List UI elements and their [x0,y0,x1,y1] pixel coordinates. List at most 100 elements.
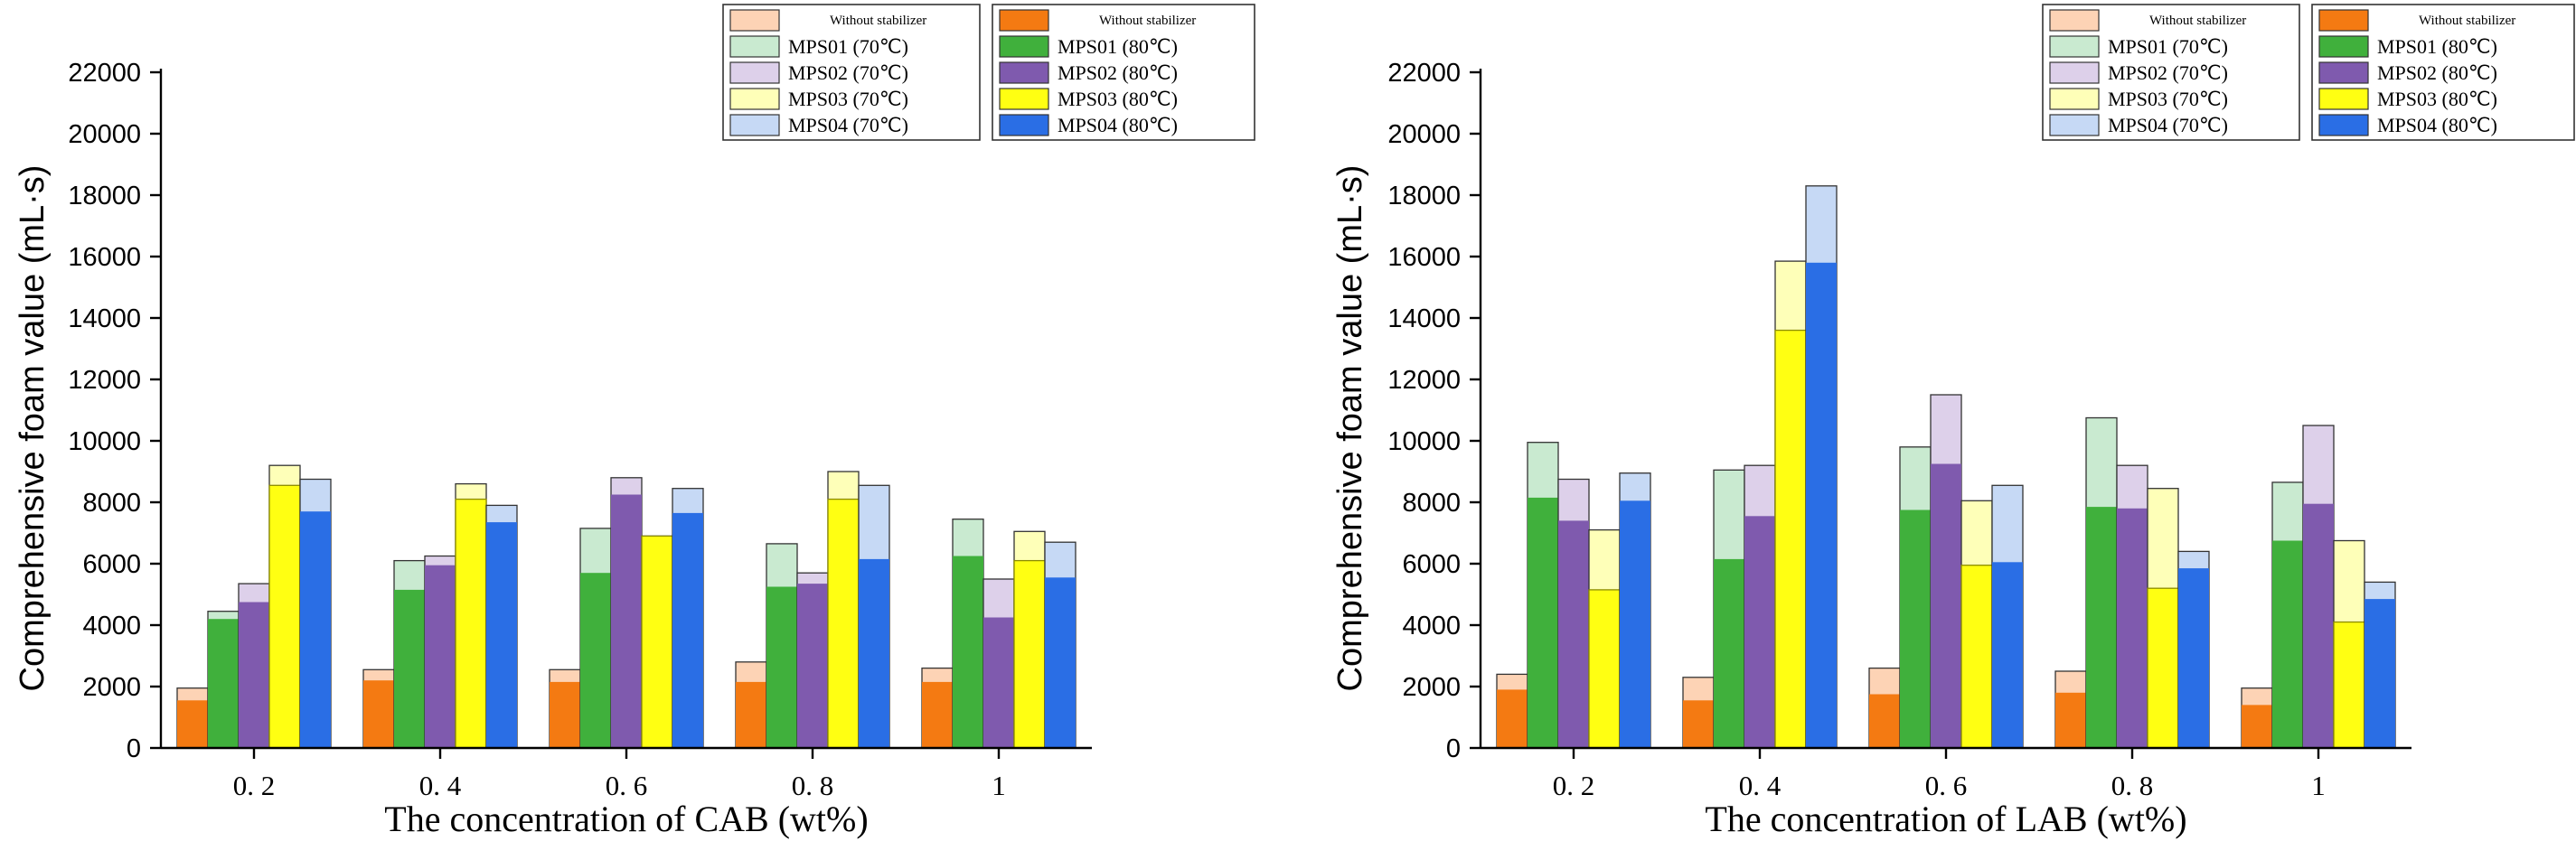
legend-swatch [999,88,1049,110]
bar-80c-s4-c4 [1045,577,1076,748]
bar-80c-s0-c3 [2055,692,2086,748]
bar-80c-s2-c0 [1558,520,1589,748]
bar-80c-s3-c3 [2147,587,2179,749]
bar-80c-s4-c3 [2178,568,2209,748]
y-tick-label: 6000 [1402,550,1461,579]
y-tick-label: 2000 [1402,673,1461,702]
y-tick-label: 0 [127,734,141,763]
bar-80c-s0-c1 [1683,700,1714,748]
chart-panel-2: 0 2000 4000 6000 8000 10000 12000 14000 16000 180… [1331,4,2575,839]
bar-80c-s1-c0 [208,619,239,748]
bar-80c-s3-c3 [827,498,860,749]
bar-80c-s4-c2 [1992,562,2023,748]
bar-80c-s4-c0 [1620,500,1650,748]
y-tick-label: 0 [1446,734,1461,763]
legend-swatch [729,9,780,32]
y-tick-label: 8000 [82,489,141,518]
y-tick-label: 4000 [82,612,141,640]
x-tick-label: 0. 2 [233,770,276,801]
legend-label: Without stabilizer [2149,14,2246,28]
legend-swatch [2318,61,2369,84]
bar-80c-s3-c2 [641,535,673,749]
y-tick-label: 20000 [1387,120,1461,149]
chart-panel-1: 0 2000 4000 6000 8000 10000 12000 14000 16000 180… [14,4,1255,839]
legend-legend_70: Without stabilizer MPS01 (70℃) MPS02 (70℃)… [2042,4,2300,141]
legend-swatch [729,114,780,136]
bar-80c-s1-c1 [394,589,425,748]
x-tick-label: 0. 4 [419,770,462,801]
y-tick-label: 4000 [1402,612,1461,640]
bar-80c-s3-c2 [1960,565,1993,749]
bar-80c-s3-c1 [455,498,487,749]
legend-swatch [2318,88,2369,110]
x-tick-label: 0. 4 [1739,770,1782,801]
bar-80c-s1-c1 [1714,558,1744,748]
legend-label: Without stabilizer [1099,14,1196,28]
y-tick-label: 6000 [82,550,141,579]
bar-80c-s1-c2 [580,573,611,748]
legend-swatch [729,88,780,110]
bar-80c-s1-c2 [1900,509,1931,748]
legend-swatch [2049,35,2100,58]
bar-80c-s1-c4 [2272,540,2303,748]
x-tick-label: 1 [992,770,1006,801]
x-tick-label: 0. 6 [1925,770,1968,801]
y-tick-label: 16000 [68,243,141,272]
bar-80c-s2-c3 [2117,508,2148,748]
y-tick-label: 12000 [68,366,141,395]
legend-label: MPS04 (70℃) [788,114,908,136]
bar-80c-s2-c0 [239,602,269,748]
bar-80c-s1-c3 [766,586,797,748]
legend-swatch [2049,88,2100,110]
legend-swatch [2318,114,2369,136]
y-tick-label: 2000 [82,673,141,702]
y-tick-label: 22000 [68,59,141,88]
bar-80c-s4-c4 [2364,599,2395,748]
y-tick-label: 20000 [68,120,141,149]
bar-80c-s0-c0 [1497,689,1528,748]
x-tick-label: 0. 8 [2111,770,2154,801]
bar-80c-s0-c3 [736,681,766,748]
legend-label: MPS02 (80℃) [1058,61,1178,84]
legend-legend_80: Without stabilizer MPS01 (80℃) MPS02 (80℃)… [992,4,1255,141]
bar-80c-s1-c4 [953,556,983,748]
y-tick-label: 18000 [68,182,141,210]
bar-80c-s0-c2 [1869,694,1900,748]
bar-80c-s2-c1 [1744,516,1775,748]
legend-label: MPS01 (70℃) [788,35,908,58]
legend-swatch [999,114,1049,136]
legend-label: MPS03 (80℃) [1058,88,1178,110]
bar-80c-s2-c2 [1931,463,1961,748]
y-tick-label: 18000 [1387,182,1461,210]
legend-legend_70: Without stabilizer MPS01 (70℃) MPS02 (70℃)… [722,4,981,141]
y-tick-label: 12000 [1387,366,1461,395]
legend-label: MPS04 (80℃) [2377,114,2497,136]
bar-80c-s0-c4 [2242,705,2272,748]
bar-80c-s4-c0 [300,511,331,748]
bar-80c-s0-c1 [363,680,394,748]
legend-swatch [729,35,780,58]
bar-80c-s3-c0 [268,484,301,749]
legend-swatch [2318,9,2369,32]
x-tick-label: 0. 6 [606,770,648,801]
y-axis-label: Comprehensive foam value (mL·s) [14,165,52,692]
bar-80c-s3-c1 [1774,329,1807,749]
x-tick-label: 0. 2 [1553,770,1595,801]
bar-80c-s0-c0 [177,700,208,748]
legend-legend_80: Without stabilizer MPS01 (80℃) MPS02 (80℃)… [2311,4,2575,141]
legend-swatch [999,9,1049,32]
legend-label: Without stabilizer [2419,14,2515,28]
bar-80c-s4-c3 [859,558,889,748]
bar-80c-s1-c0 [1528,497,1558,748]
y-tick-label: 14000 [1387,304,1461,333]
y-axis-label: Comprehensive foam value (mL·s) [1331,165,1369,692]
x-axis-label: The concentration of LAB (wt%) [1705,799,2186,839]
legend-swatch [2318,35,2369,58]
legend-swatch [999,35,1049,58]
legend-swatch [999,61,1049,84]
x-tick-label: 0. 8 [792,770,834,801]
bar-80c-s2-c2 [611,494,642,748]
y-tick-label: 10000 [68,427,141,456]
y-tick-label: 10000 [1387,427,1461,456]
